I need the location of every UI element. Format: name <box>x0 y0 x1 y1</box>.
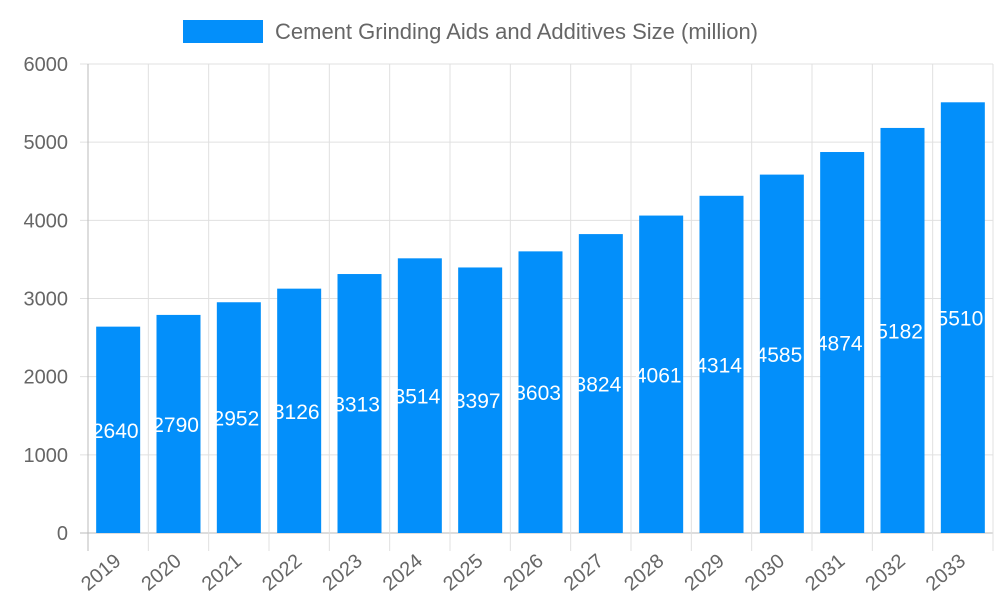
data-label: 2640. <box>92 420 145 443</box>
y-tick-label: 0 <box>57 523 68 545</box>
bar <box>820 152 865 533</box>
x-tick-label: 2019 <box>77 550 125 595</box>
bar <box>880 127 925 533</box>
legend-swatch <box>183 20 263 43</box>
x-tick-label: 2023 <box>318 550 366 595</box>
data-labels: 2640. 2790. 2952. 3126. 3313. 3514. 3397. 3603.… <box>92 308 989 443</box>
x-tick-label: 2026 <box>499 550 547 595</box>
bar <box>759 174 804 533</box>
grid <box>80 63 994 551</box>
data-label: 5182. <box>876 320 929 343</box>
x-tick-label: 2033 <box>922 550 970 595</box>
data-label: 3397. <box>454 390 507 413</box>
y-tick-label: 1000 <box>24 445 69 467</box>
bar <box>216 302 261 533</box>
data-label: 3514. <box>394 386 447 409</box>
bar <box>578 234 623 533</box>
data-label: 2790. <box>152 414 205 437</box>
x-tick-label: 2028 <box>620 550 668 595</box>
bar <box>458 267 503 533</box>
data-label: 2952. <box>213 408 266 431</box>
x-tick-label: 2029 <box>680 550 728 595</box>
data-label: 5510. <box>937 308 990 331</box>
x-tick-label: 2020 <box>137 550 185 595</box>
x-tick-label: 2021 <box>198 550 246 595</box>
data-label: 4314. <box>695 354 748 377</box>
bar <box>397 258 442 533</box>
legend[interactable]: Cement Grinding Aids and Additives Size … <box>183 19 758 44</box>
bar <box>699 195 744 533</box>
bar <box>639 215 684 533</box>
x-tick-label: 2024 <box>379 550 427 595</box>
data-label: 3603. <box>514 382 567 405</box>
data-label: 4061. <box>635 364 688 387</box>
bar <box>277 288 322 533</box>
data-label: 3126. <box>273 401 326 424</box>
data-label: 3313. <box>333 394 386 417</box>
bar <box>337 274 382 533</box>
x-tick-label: 2022 <box>258 550 306 595</box>
bar <box>940 102 985 533</box>
y-tick-label: 5000 <box>24 132 69 154</box>
legend-label: Cement Grinding Aids and Additives Size … <box>275 19 758 44</box>
x-tick-label: 2032 <box>861 550 909 595</box>
bar <box>518 251 563 534</box>
y-tick-label: 6000 <box>24 54 69 76</box>
data-label: 3824. <box>575 374 628 397</box>
data-label: 4874. <box>816 333 869 356</box>
x-tick-label: 2030 <box>741 550 789 595</box>
y-tick-label: 2000 <box>24 367 69 389</box>
data-label: 4585. <box>756 344 809 367</box>
x-tick-label: 2027 <box>560 550 608 595</box>
bars <box>96 102 985 534</box>
bar <box>156 314 201 533</box>
y-tick-label: 3000 <box>24 289 69 311</box>
x-tick-label: 2031 <box>801 550 849 595</box>
y-tick-label: 4000 <box>24 210 69 232</box>
bar <box>96 326 141 533</box>
x-tick-label: 2025 <box>439 550 487 595</box>
